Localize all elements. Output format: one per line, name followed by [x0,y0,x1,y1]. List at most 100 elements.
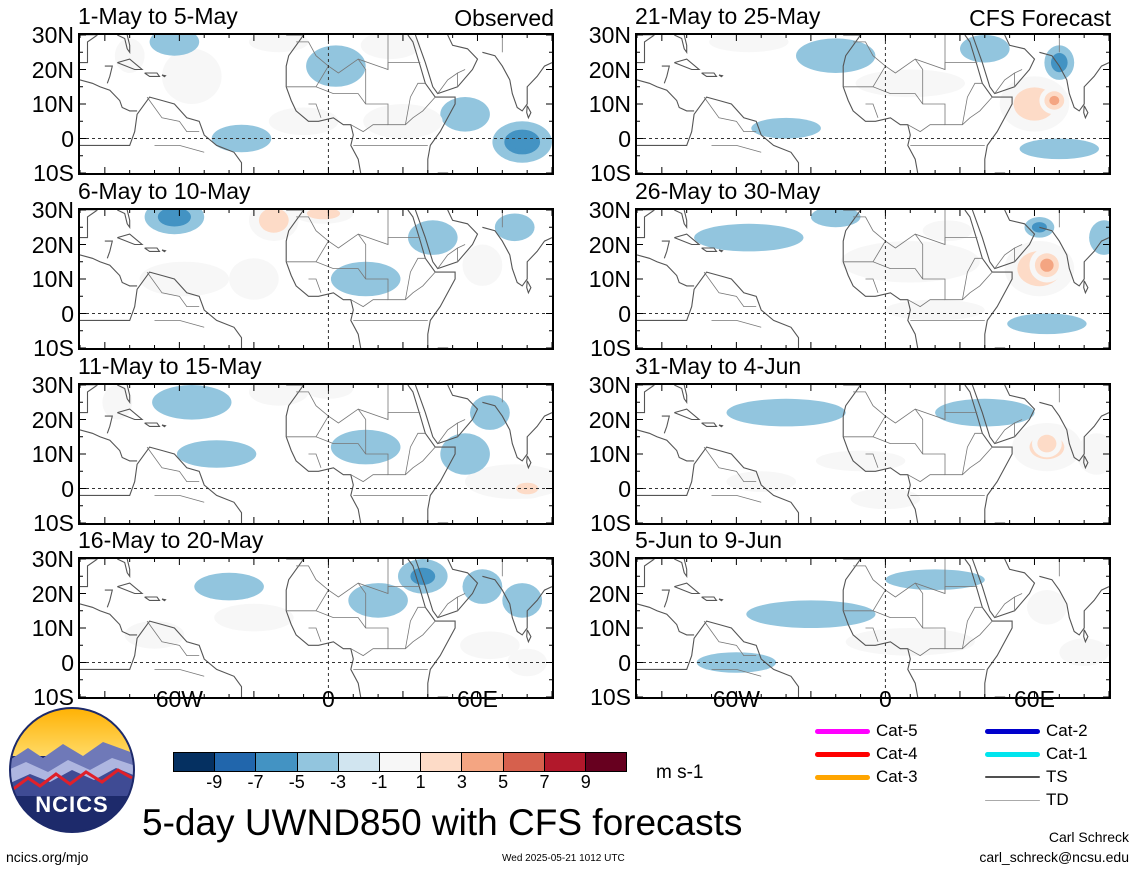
anomaly-blob [348,583,408,618]
lat-label: 30N [588,197,631,223]
map-panel: 5-Jun to 9-Jun [635,524,1111,699]
contour-level [840,241,980,283]
coastline [285,385,362,523]
footer-url[interactable]: ncics.org/mjo [6,849,89,865]
lon-label: 0 [322,686,335,712]
coastline [842,559,919,697]
lat-label: 10N [588,91,631,117]
anomaly-blob [152,385,232,420]
coastline [161,74,167,78]
country-border [944,586,978,594]
legend-item: Cat-3 [815,766,918,788]
country-border [853,559,946,598]
coastline [637,559,655,588]
contour-level [214,603,294,632]
country-border [907,124,945,133]
lat-label: 30N [31,372,74,398]
coastline [414,35,479,95]
country-border [994,596,1015,618]
country-border [146,96,200,132]
lat-label: 10S [590,160,631,186]
anomaly-blob [124,621,185,649]
country-border [865,627,879,642]
contour-level [935,398,1035,427]
country-border [405,606,426,649]
country-border [357,408,367,454]
colorbar-swatch [503,753,545,771]
country-border [405,82,426,125]
lat-label: 20N [31,231,74,258]
legend-line [985,728,1040,734]
contour-level [796,38,876,73]
coastline [526,455,532,470]
country-border [703,96,757,132]
coastline [482,226,552,287]
anomaly-blob [709,35,789,53]
anomaly-blob [1044,45,1075,80]
country-border [308,453,322,468]
legend-label: TD [1046,790,1069,809]
coastline [637,429,695,462]
panel-title: 26-May to 30-May [635,178,821,204]
colorbar-label: 1 [415,772,426,792]
country-border [437,247,458,269]
anomaly-blob [1027,590,1067,625]
coastline [117,385,131,405]
coastline [701,72,718,77]
contour-level [475,400,505,425]
contour-level [363,104,443,139]
coastline [407,35,456,173]
country-border [154,495,205,503]
coastline [964,559,1013,697]
anomaly-blob [408,220,458,255]
coastline [414,385,479,445]
coastline [80,385,98,414]
country-border [907,474,945,483]
anomaly-blob [229,258,279,300]
coastline [80,620,243,697]
coastline [161,598,167,602]
legend-label: Cat-5 [876,721,918,740]
country-border [350,124,388,133]
colorbar-label: 9 [580,772,591,792]
coastline [637,96,800,173]
lat-label: 0 [618,475,631,502]
country-border [914,233,924,279]
anomaly-blob [502,583,543,618]
lat-label: 10N [588,615,631,641]
contour-level [746,600,876,628]
coastline [971,35,1036,95]
anomaly-blob [815,450,906,472]
country-border [154,145,205,153]
country-border [872,65,886,88]
country-border [907,648,945,657]
anomaly-blob [1059,638,1109,666]
coastline [674,582,701,595]
coastline [661,415,670,434]
anomaly-blob [470,395,510,430]
anomaly-blob [144,210,205,235]
map-svg [80,35,552,173]
legend-line [985,776,1040,778]
contour-level [509,588,536,612]
country-border [703,620,757,656]
coastline [144,247,161,252]
anomaly-map [78,208,554,350]
legend-item: TD [985,789,1069,811]
contour-level [845,628,975,656]
legend-line [815,751,870,757]
lat-label: 10N [588,441,631,467]
lon-label: 60W [155,686,203,712]
contour-level [709,35,789,53]
panel-title: 21-May to 25-May [635,3,821,29]
anomaly-blob [850,488,921,510]
coastline [144,422,161,427]
coastline [407,385,456,523]
coastline [637,210,655,239]
coastline [414,210,479,270]
anomaly-blob [194,572,264,601]
country-border [286,610,436,650]
panel-title: 5-Jun to 9-Jun [635,527,783,553]
country-border [853,35,946,74]
country-border [865,278,879,293]
